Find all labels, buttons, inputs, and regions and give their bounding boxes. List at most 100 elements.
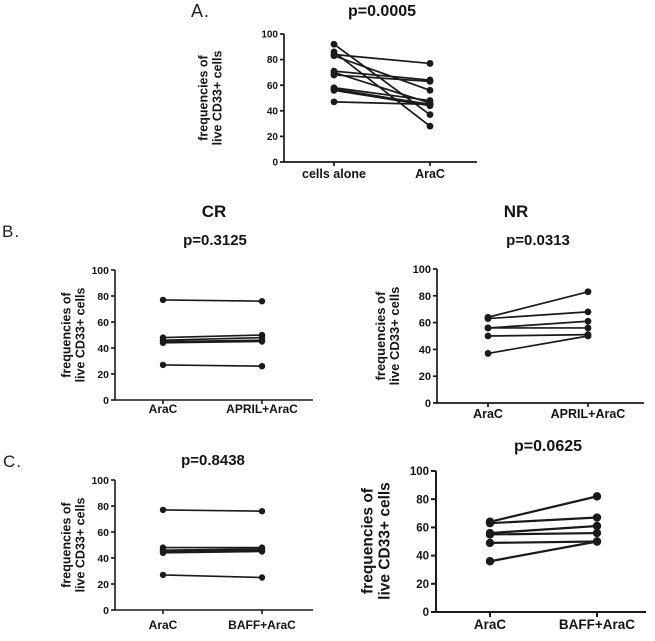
y-tick-label: 60 [267,81,279,92]
data-point [592,513,602,522]
pair-line [487,335,589,355]
data-point [584,332,592,340]
panel-label-a: A. [191,1,211,21]
y-tick-label: 100 [91,265,109,277]
data-point [592,492,602,501]
y-tick-label: 80 [419,291,431,303]
plot-area-b-cr: 0 20 40 60 80 100 AraC APRIL+AraC [91,265,313,416]
data-point [584,324,592,332]
y-tick-label: 80 [267,55,279,66]
data-point [484,332,492,340]
data-point [485,530,495,539]
plot-area-a: 0 20 40 60 80 100 cells alone AraC [261,30,477,181]
data-point [159,571,167,579]
x-category-label: APRIL+AraC [551,407,626,421]
panel-label-c: C. [3,452,22,471]
data-point [485,557,495,566]
data-point [584,288,592,296]
pair-line [489,524,598,535]
pair-line [489,516,598,525]
pair-line [487,320,589,329]
chart-b-cr: CR p=0.3125 frequencies of live CD33+ ce… [40,195,320,425]
y-tick-label: 60 [97,317,109,329]
y-tick-label: 60 [97,527,109,539]
data-point [159,506,167,514]
x-category-label: cells alone [302,167,366,181]
pair-line [162,549,263,553]
data-point [330,52,338,60]
p-value-a: p=0.0005 [347,3,417,20]
y-tick-label: 60 [419,318,431,330]
p-value-c-nr: p=0.0625 [513,438,583,455]
p-value-b-cr: p=0.3125 [183,232,247,249]
chart-c-nr: p=0.0625 frequencies of live CD33+ cells… [350,435,655,641]
pair-line [333,88,431,106]
pair-line [489,540,598,545]
pair-line [333,54,431,92]
p-value-b-nr: p=0.0313 [506,232,570,249]
pair-line [489,495,598,523]
pair-line [162,336,263,341]
group-header-cr: CR [201,202,227,221]
y-tick-label: 0 [103,395,109,407]
pair-line [162,550,263,554]
y-tick-label: 0 [423,607,429,619]
y-tick-label: 0 [425,398,431,410]
pair-line [487,311,589,320]
panel-label-b: B. [2,222,21,241]
pair-line [333,70,431,81]
data-point [592,537,602,546]
p-value-c-cr: p=0.8438 [181,452,245,469]
chart-c-cr: p=0.8438 frequencies of live CD33+ cells… [40,440,320,641]
x-category-label: BAFF+AraC [559,617,635,632]
y-tick-label: 20 [267,132,279,143]
y-tick-label: 100 [261,30,278,41]
x-category-label: AraC [415,167,445,181]
y-tick-label: 0 [103,605,109,617]
y-tick-label: 100 [91,475,109,487]
x-category-label: AraC [473,407,503,421]
pair-line [333,89,431,107]
data-point [484,350,492,357]
pair-line [333,100,431,106]
x-category-label: APRIL+AraC [226,402,298,416]
data-point [426,77,434,85]
y-tick-label: 80 [416,494,429,506]
y-tick-label: 40 [416,551,429,563]
pair-line [333,51,431,127]
pair-line [487,290,589,319]
pair-line [333,53,431,65]
pair-line [487,333,589,337]
y-tick-label: 100 [413,264,431,276]
y-tick-label: 20 [97,579,109,591]
data-point [426,86,434,94]
data-point [330,86,338,94]
data-point [485,538,495,548]
data-point [258,508,266,515]
y-tick-label: 20 [419,371,431,383]
data-point [484,324,492,332]
plot-area-c-cr: 0 20 40 60 80 100 AraC BAFF+AraC [91,475,313,632]
plot-area-b-nr: 0 20 40 60 80 100 AraC APRIL+AraC [413,264,644,421]
data-point [258,363,266,370]
pair-line [489,540,598,563]
data-point [592,521,602,531]
chart-a: p=0.0005 frequencies of live CD33+ cells… [180,0,480,190]
y-tick-label: 80 [97,501,109,513]
data-point [426,60,434,67]
pair-line [333,86,431,102]
data-point [258,548,266,555]
pair-line [162,299,263,302]
y-tick-label: 40 [97,343,109,355]
y-tick-label: 60 [416,523,429,535]
data-point [330,98,338,106]
x-category-label: AraC [474,617,507,632]
plot-area-c-nr: 0 20 40 60 80 100 AraC BAFF+AraC [410,466,646,632]
pair-line [162,334,263,339]
pair-line [162,364,263,367]
x-category-label: AraC [149,402,178,416]
data-point [159,339,167,346]
data-point [485,518,495,528]
y-tick-label: 40 [419,344,431,356]
